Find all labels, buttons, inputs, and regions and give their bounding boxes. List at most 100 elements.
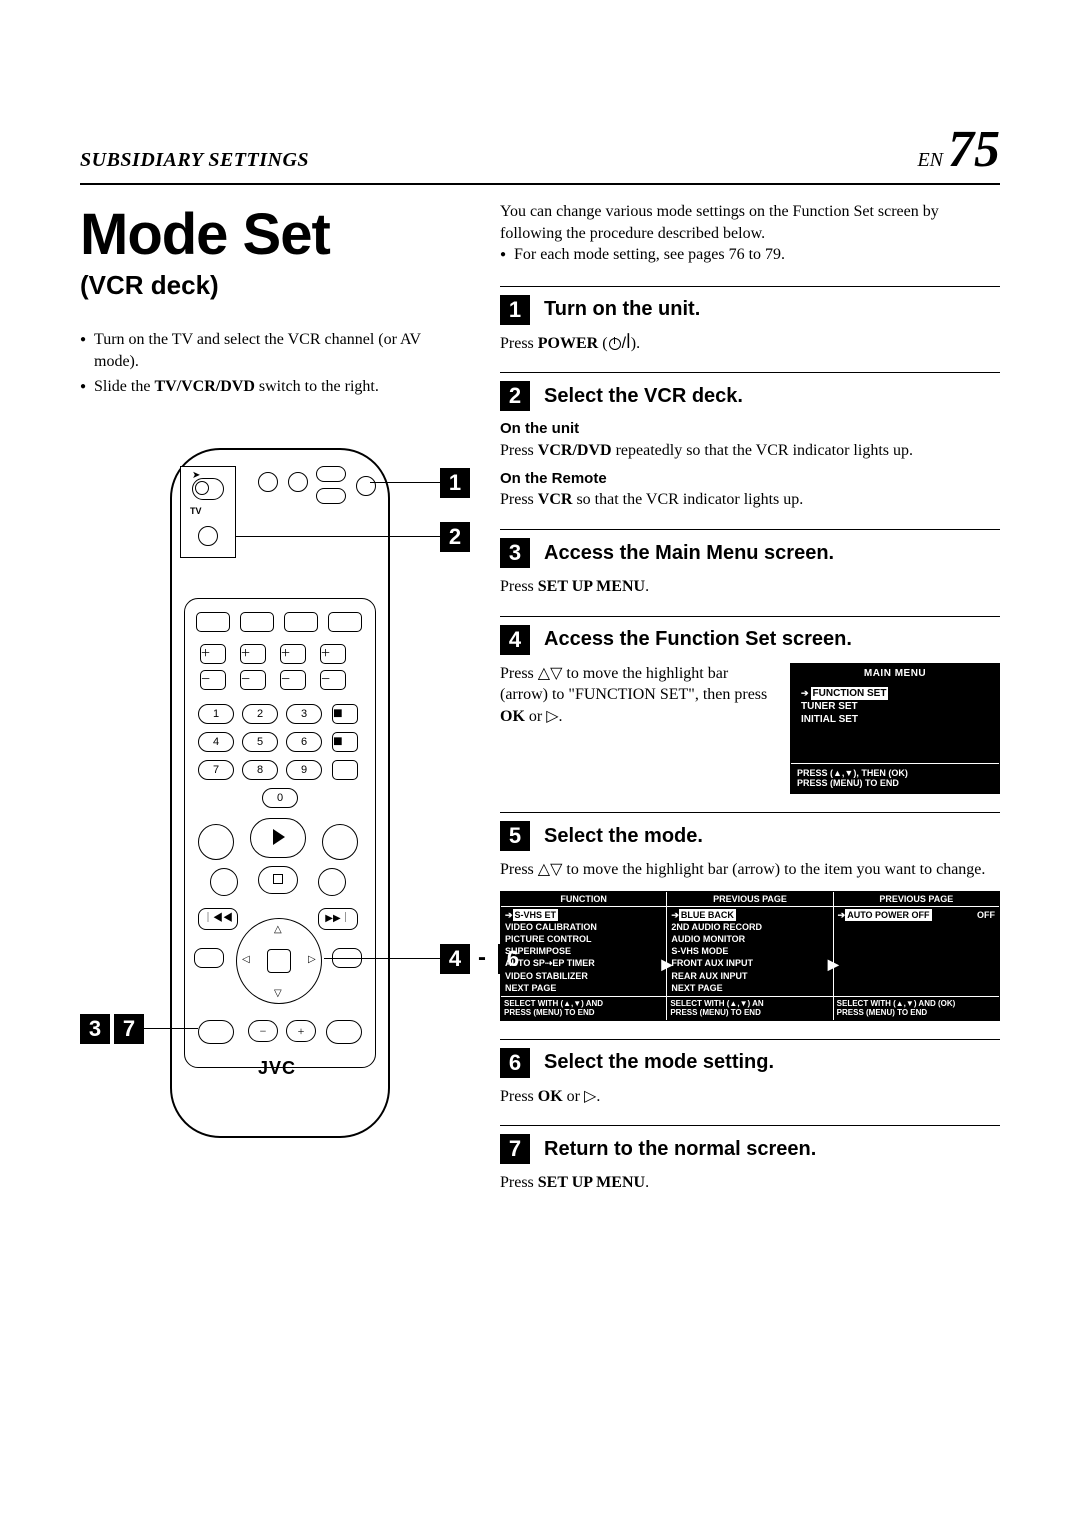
remote-btn [258,472,278,492]
page-header: SUBSIDIARY SETTINGS EN 75 [80,120,1000,185]
remote-btn: + [280,644,306,664]
callout-line [370,482,440,484]
remote-num: 9 [286,760,322,780]
remote-btn [198,526,218,546]
remote-btn: + [320,644,346,664]
remote-num: 0 [262,788,298,808]
remote-rec [210,868,238,896]
remote-ff [322,824,358,860]
lang-code: EN [917,149,943,171]
remote-btn: ■ [332,732,358,752]
left-column: Mode Set (VCR deck) Turn on the TV and s… [80,201,460,1212]
remote-btn [316,488,346,504]
step-title: Select the VCR deck. [544,385,743,408]
step-body: Press △▽ to move the highlight bar (arro… [500,859,1000,881]
step-badge: 5 [500,821,530,851]
remote-btn [316,466,346,482]
dpad-left-icon: ◁ [242,954,250,965]
tv-label: TV [190,506,202,516]
intro-text: You can change various mode settings on … [500,201,1000,266]
step-title: Select the mode setting. [544,1051,774,1074]
step-badge: 6 [500,1048,530,1078]
right-column: You can change various mode settings on … [500,201,1000,1212]
callout-badge-4: 4 [440,944,470,974]
bullet-item: Turn on the TV and select the VCR channe… [80,329,460,372]
callout-badge-1: 1 [440,468,470,498]
step-7: 7 Return to the normal screen. Press SET… [500,1125,1000,1194]
step-1: 1 Turn on the unit. Press POWER (/ꟾ). [500,286,1000,355]
step-3: 3 Access the Main Menu screen. Press SET… [500,529,1000,598]
remote-btn [194,948,224,968]
remote-btn [356,476,376,496]
step-body: Press SET UP MENU. [500,1172,1000,1194]
stop-icon [273,874,283,884]
func-col: PREVIOUS PAGE ➔AUTO POWER OFF OFF SELECT… [834,892,999,1020]
page-number-value: 75 [948,121,1000,178]
step-badge: 7 [500,1134,530,1164]
step-title: Return to the normal screen. [544,1138,816,1161]
step-5: 5 Select the mode. Press △▽ to move the … [500,812,1000,1021]
remote-btn [284,612,318,632]
remote-btn: + [286,1020,316,1042]
remote-btn [328,612,362,632]
remote-num: 6 [286,732,322,752]
callout-line [144,1028,198,1030]
remote-btn: − [200,670,226,690]
section-label: SUBSIDIARY SETTINGS [80,149,309,172]
step-title: Access the Main Menu screen. [544,542,834,565]
step-body: Press OK or ▷. [500,1086,1000,1108]
remote-btn: − [248,1020,278,1042]
step-title: Select the mode. [544,825,703,848]
step-badge: 1 [500,295,530,325]
prep-bullets: Turn on the TV and select the VCR channe… [80,329,460,398]
dpad-up-icon: △ [274,924,282,935]
step-badge: 2 [500,381,530,411]
callout-line [324,958,440,960]
step-body: Press SET UP MENU. [500,576,1000,598]
remote-skip-fwd: ▶▶｜ [318,908,358,930]
page-number: EN 75 [917,120,1000,179]
power-icon [609,338,621,350]
remote-btn [196,612,230,632]
osd-function-table: FUNCTION ➔S-VHS ET VIDEO CALIBRATION PIC… [500,891,1000,1021]
remote-btn [326,1020,362,1044]
arrow-icon: ➤ [192,470,200,481]
switch-knob [195,481,209,495]
func-col: FUNCTION ➔S-VHS ET VIDEO CALIBRATION PIC… [501,892,667,1020]
callout-dash: - [478,944,486,972]
step-body: On the unit Press VCR/DVD repeatedly so … [500,419,1000,511]
remote-num: 3 [286,704,322,724]
remote-btn: + [240,644,266,664]
remote-num: 2 [242,704,278,724]
step-title: Turn on the unit. [544,298,700,321]
remote-num: 7 [198,760,234,780]
step-badge: 3 [500,538,530,568]
func-col: PREVIOUS PAGE ➔BLUE BACK 2ND AUDIO RECOR… [667,892,833,1020]
callout-badge-7: 7 [114,1014,144,1044]
remote-num: 1 [198,704,234,724]
remote-pause [318,868,346,896]
remote-num: 5 [242,732,278,752]
step-2: 2 Select the VCR deck. On the unit Press… [500,372,1000,511]
remote-btn [198,1020,234,1044]
brand-logo: JVC [258,1058,296,1079]
remote-skip-back: ｜◀◀ [198,908,238,930]
callout-badge-2: 2 [440,522,470,552]
page-title: Mode Set [80,201,460,268]
remote-btn [240,612,274,632]
dpad-right-icon: ▷ [308,954,316,965]
osd-main-menu: MAIN MENU FUNCTION SET TUNER SET INITIAL… [790,663,1000,795]
step-body: Press △▽ to move the highlight bar (arro… [500,663,770,728]
osd-title: MAIN MENU [791,664,999,683]
step-body: Press POWER (/ꟾ). [500,333,1000,355]
page-subtitle: (VCR deck) [80,270,460,301]
callout-badge-3: 3 [80,1014,110,1044]
remote-btn: + [200,644,226,664]
remote-btn [332,760,358,780]
callout-line [236,536,440,538]
dpad-down-icon: ▽ [274,988,282,999]
step-4: 4 Access the Function Set screen. Press … [500,616,1000,795]
remote-num: 4 [198,732,234,752]
remote-btn: − [240,670,266,690]
remote-rewind [198,824,234,860]
